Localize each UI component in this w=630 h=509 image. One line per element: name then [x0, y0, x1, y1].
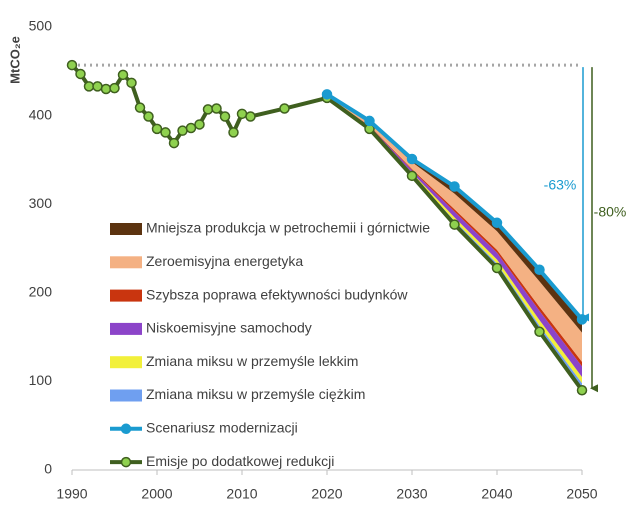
marker	[364, 115, 375, 127]
marker	[449, 219, 460, 230]
legend-label: Niskoemisyjne samochody	[146, 320, 312, 336]
marker	[134, 102, 146, 113]
marker	[168, 137, 180, 149]
x-tick-label: 2010	[226, 486, 257, 502]
y-tick-label: 300	[29, 195, 53, 211]
marker	[66, 59, 78, 71]
marker	[491, 262, 503, 274]
legend-swatch	[110, 356, 142, 369]
y-axis-label: MtCO₂e	[7, 36, 22, 84]
x-tick-label: 2040	[481, 486, 512, 502]
legend-label: Szybsza poprawa efektywności budynków	[146, 286, 408, 302]
legend-label: Zmiana miksu w przemyśle lekkim	[146, 353, 358, 369]
x-tick-label: 2030	[396, 486, 427, 502]
stack-area	[327, 97, 582, 391]
annotation: -63%	[544, 177, 577, 193]
marker	[83, 81, 95, 92]
legend-swatch	[110, 223, 142, 235]
marker	[245, 111, 256, 122]
marker	[160, 127, 171, 138]
marker	[219, 111, 231, 122]
legend-swatch	[110, 322, 142, 335]
y-tick-label: 200	[29, 284, 53, 300]
marker	[228, 127, 239, 138]
marker	[576, 314, 588, 325]
marker	[321, 89, 333, 100]
marker	[126, 77, 137, 89]
marker	[534, 326, 545, 338]
marker	[143, 111, 154, 122]
marker	[100, 83, 112, 95]
x-tick-label: 2050	[566, 486, 597, 502]
y-tick-label: 500	[29, 18, 53, 34]
legend-marker	[120, 456, 132, 468]
marker	[576, 385, 588, 396]
legend-label: Scenariusz modernizacji	[146, 420, 298, 436]
y-tick-label: 0	[44, 461, 52, 477]
marker	[177, 125, 188, 136]
annotation: -80%	[594, 204, 627, 220]
marker	[406, 170, 418, 182]
marker	[75, 68, 86, 80]
marker	[92, 81, 103, 92]
y-tick-label: 400	[29, 106, 53, 122]
x-tick-label: 2020	[311, 486, 342, 502]
legend-swatch	[110, 256, 142, 269]
marker	[202, 104, 214, 115]
marker	[491, 217, 503, 229]
marker	[211, 103, 222, 114]
marker	[279, 103, 290, 114]
legend-swatch	[110, 289, 142, 302]
legend-swatch	[110, 389, 142, 402]
marker	[117, 69, 129, 81]
x-tick-label: 2000	[141, 486, 172, 502]
marker	[236, 108, 248, 120]
legend-label: Mniejsza produkcja w petrochemii i górni…	[146, 220, 430, 236]
marker	[534, 264, 545, 276]
x-tick-label: 1990	[56, 486, 87, 502]
legend-label: Emisje po dodatkowej redukcji	[146, 453, 334, 469]
legend-marker	[120, 423, 132, 435]
marker	[185, 122, 197, 134]
marker	[406, 153, 418, 165]
legend-label: Zmiana miksu w przemyśle ciężkim	[146, 386, 365, 402]
marker	[151, 123, 163, 135]
marker	[194, 119, 205, 130]
y-tick-label: 100	[29, 372, 53, 388]
marker	[109, 82, 120, 94]
marker	[449, 181, 460, 192]
legend-label: Zeroemisyjna energetyka	[146, 253, 303, 269]
